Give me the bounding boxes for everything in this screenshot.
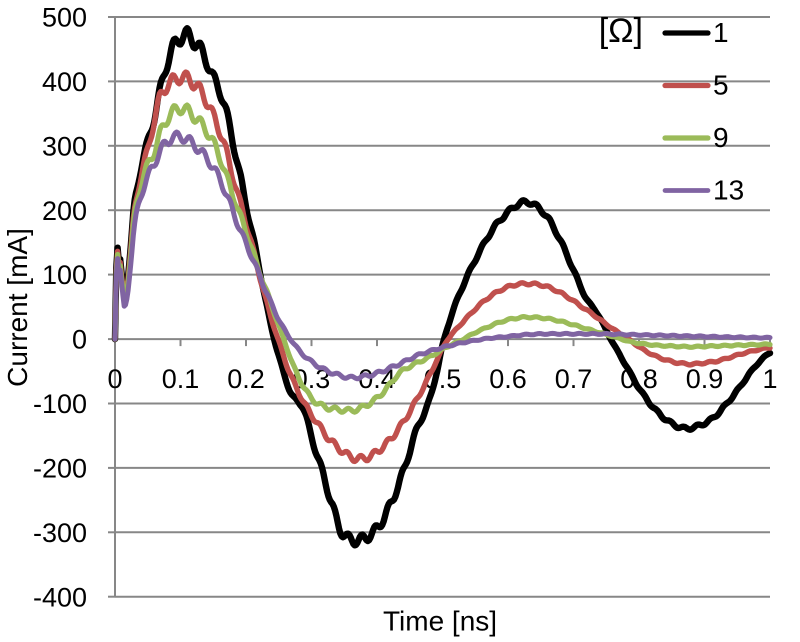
svg-text:0.9: 0.9 [686,364,724,394]
svg-text:1: 1 [762,364,777,394]
svg-text:0.2: 0.2 [227,364,265,394]
svg-text:Time [ns]: Time [ns] [383,606,497,637]
svg-text:1: 1 [713,17,729,48]
svg-text:100: 100 [42,260,87,290]
svg-text:300: 300 [42,131,87,161]
svg-text:Current [mA]: Current [mA] [2,228,33,387]
svg-text:-100: -100 [33,389,87,419]
svg-text:-400: -400 [33,582,87,612]
svg-text:0: 0 [107,364,122,394]
svg-text:200: 200 [42,196,87,226]
svg-text:5: 5 [713,70,729,101]
svg-text:0.7: 0.7 [555,364,593,394]
svg-text:-200: -200 [33,454,87,484]
svg-text:400: 400 [42,67,87,97]
svg-text:0.6: 0.6 [489,364,527,394]
svg-text:[Ω]: [Ω] [599,12,643,50]
svg-text:500: 500 [42,3,87,33]
svg-text:0.1: 0.1 [162,364,200,394]
svg-text:0: 0 [72,325,87,355]
svg-text:-300: -300 [33,518,87,548]
svg-text:9: 9 [713,122,729,153]
svg-text:13: 13 [713,175,744,206]
